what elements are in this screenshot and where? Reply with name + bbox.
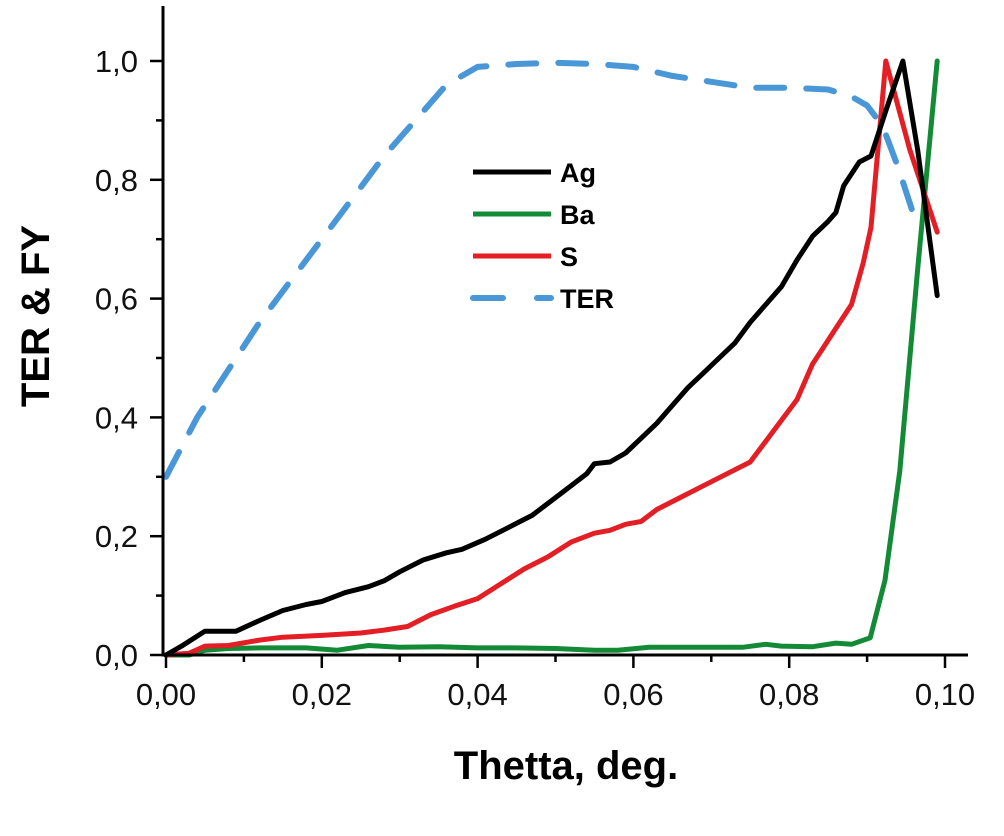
x-tick-label: 0,00: [136, 677, 196, 712]
x-ticks: 0,00 0,02 0,04 0,06 0,08 0,10: [136, 655, 975, 712]
x-tick-label: 0,08: [759, 677, 819, 712]
y-tick-label: 0,8: [95, 163, 138, 198]
series-layer: [163, 58, 940, 658]
y-tick-label: 1,0: [95, 44, 138, 79]
legend-item-s: S: [473, 242, 578, 272]
legend-item-ag: Ag: [473, 158, 596, 188]
y-axis-title: TER & FY: [14, 225, 58, 408]
legend-label: S: [560, 242, 578, 272]
y-tick-label: 0,2: [95, 519, 138, 554]
x-tick-label: 0,02: [292, 677, 352, 712]
legend-label: Ba: [560, 200, 595, 230]
series-line-ba: [163, 58, 940, 658]
axes: 0,00,20,40,60,81,0 0,00 0,02 0,04 0,06 0,08 0…: [95, 6, 975, 712]
y-tick-label: 0,6: [95, 282, 138, 317]
x-axis-title: Thetta, deg.: [454, 744, 678, 788]
legend-item-ba: Ba: [473, 200, 595, 230]
series-line-ter: [163, 59, 921, 480]
legend-label: Ag: [560, 158, 596, 188]
legend: Ag Ba S TER: [470, 158, 614, 314]
legend-label: TER: [560, 284, 614, 314]
y-tick-label: 0,0: [95, 638, 138, 673]
series-line-ag: [163, 58, 940, 658]
y-tick-label: 0,4: [95, 400, 138, 435]
x-tick-label: 0,04: [447, 677, 507, 712]
x-tick-label: 0,10: [915, 677, 975, 712]
legend-item-ter: TER: [470, 284, 614, 314]
y-ticks: 0,0 0,2 0,4 0,6 0,8 1,0: [95, 44, 163, 673]
x-tick-label: 0,06: [603, 677, 663, 712]
series-line-s: [163, 58, 940, 658]
